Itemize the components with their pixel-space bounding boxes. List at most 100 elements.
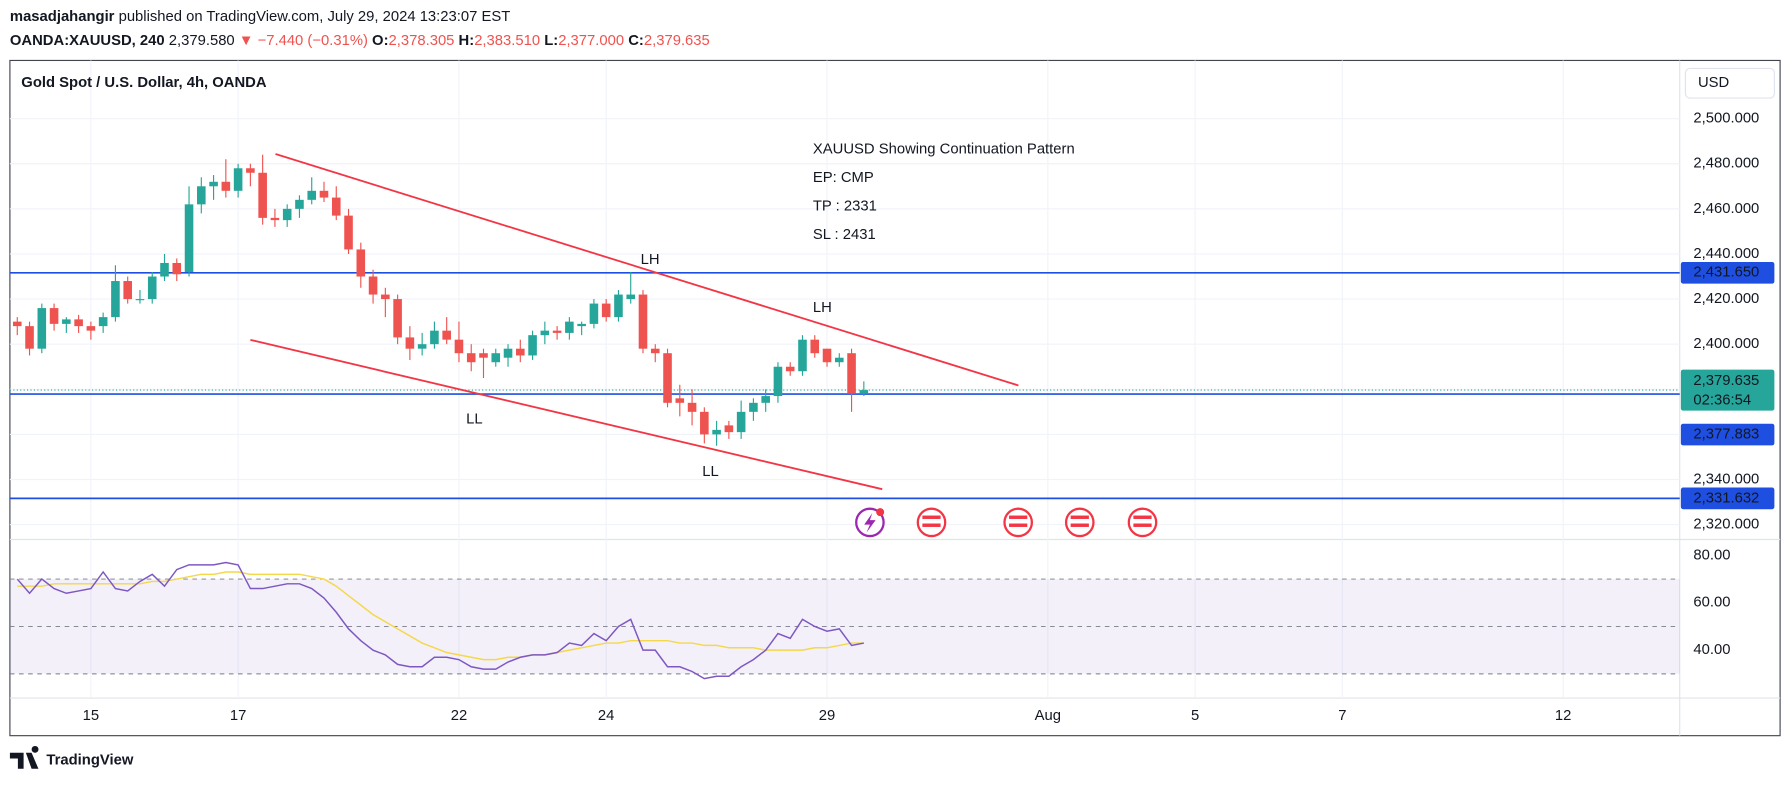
hline-price-label-box bbox=[1680, 487, 1775, 510]
candle-body bbox=[552, 330, 562, 333]
pivot-labels: LH LL LH LL bbox=[466, 252, 832, 480]
flag-stripe bbox=[1133, 523, 1152, 527]
candle-body bbox=[430, 330, 439, 345]
candle-body bbox=[724, 425, 734, 433]
event-icon[interactable] bbox=[1127, 507, 1158, 538]
candle-body bbox=[233, 168, 243, 191]
currency-button[interactable] bbox=[1684, 67, 1775, 99]
ohlc-value: 2,378.305 bbox=[389, 33, 455, 49]
x-tick-label: 12 bbox=[1555, 708, 1571, 724]
candle-body bbox=[442, 330, 451, 340]
candle-body bbox=[344, 215, 353, 250]
annotation: TP : 2331 bbox=[813, 198, 877, 214]
price: 2,379.580 bbox=[169, 33, 235, 49]
x-tick-label: 29 bbox=[819, 708, 835, 724]
candle-body bbox=[675, 398, 685, 403]
candle-body bbox=[798, 339, 807, 372]
y-tick-label: 2,420.000 bbox=[1693, 291, 1759, 307]
candle-body bbox=[834, 357, 844, 363]
event-icon[interactable] bbox=[1064, 507, 1095, 538]
hline-price-label: 2,377.883 bbox=[1693, 427, 1759, 443]
candle-body bbox=[565, 321, 574, 333]
candle-body bbox=[785, 366, 795, 372]
last-price-label: 2,379.635 bbox=[1693, 373, 1759, 389]
symbol-line: OANDA:XAUUSD, 240 2,379.580 ▼ −7.440 (−0… bbox=[10, 33, 710, 49]
y-tick-label: 2,340.000 bbox=[1693, 471, 1759, 487]
x-tick-label: 15 bbox=[83, 708, 99, 724]
chart-frame bbox=[9, 59, 1781, 737]
pivot-label: LL bbox=[702, 464, 718, 480]
candle-body bbox=[528, 335, 537, 356]
x-tick-label: 24 bbox=[598, 708, 614, 724]
hline-price-label: 2,331.632 bbox=[1693, 490, 1759, 506]
candle-body bbox=[111, 281, 120, 318]
hline-price-label: 2,431.650 bbox=[1693, 265, 1759, 281]
footer-logo: TradingView bbox=[9, 745, 134, 769]
currency[interactable]: USD bbox=[1698, 75, 1729, 91]
annotation: EP: CMP bbox=[813, 170, 874, 186]
candle-body bbox=[25, 326, 34, 349]
candle-body bbox=[503, 348, 513, 358]
candle-body bbox=[86, 326, 96, 331]
candle-body bbox=[700, 411, 709, 435]
ohlc-key: L: bbox=[544, 33, 558, 49]
candle-body bbox=[49, 308, 59, 324]
author: masadjahangir bbox=[10, 9, 115, 25]
candle-body bbox=[356, 249, 366, 277]
candle-body bbox=[822, 348, 832, 363]
flag-stripe bbox=[1070, 523, 1089, 527]
candle-body bbox=[37, 308, 47, 349]
candle-body bbox=[62, 319, 71, 324]
rsi-ma-line bbox=[17, 571, 864, 661]
candle-body bbox=[663, 353, 672, 403]
hline-price-label-box bbox=[1680, 261, 1775, 284]
candle-body bbox=[638, 294, 648, 349]
plot-layer: 1517222429Aug57122,320.0002,340.0002,360… bbox=[9, 60, 1775, 724]
candle-body bbox=[295, 199, 304, 209]
brand: TradingView bbox=[46, 753, 133, 769]
event-bolt bbox=[864, 513, 876, 533]
publish-line: masadjahangir published on TradingView.c… bbox=[10, 9, 510, 25]
candle-body bbox=[736, 411, 746, 433]
candle-body bbox=[650, 348, 660, 354]
candle-body bbox=[368, 276, 378, 295]
flag-stripe bbox=[1133, 515, 1152, 519]
candle-body bbox=[626, 294, 636, 300]
last-price-label-countdown: 02:36:54 bbox=[1693, 392, 1751, 408]
candle-body bbox=[749, 402, 758, 412]
candle-body bbox=[773, 366, 783, 397]
candle-body bbox=[197, 186, 206, 205]
rsi-tick-label: 60.00 bbox=[1693, 595, 1730, 611]
candle-body bbox=[172, 262, 182, 275]
candle-body bbox=[282, 208, 292, 221]
ohlc-key: H: bbox=[459, 33, 475, 49]
event-icon[interactable] bbox=[916, 507, 947, 538]
candle-body bbox=[331, 197, 341, 216]
symbol: OANDA:XAUUSD, 240 bbox=[10, 33, 165, 49]
event-icon[interactable] bbox=[1003, 507, 1034, 538]
candle-body bbox=[258, 172, 267, 218]
trend-line bbox=[250, 339, 883, 491]
hline-price-label-box bbox=[1680, 423, 1775, 446]
flag-stripe bbox=[1009, 515, 1028, 519]
ohlc-key: O: bbox=[372, 33, 388, 49]
candle-body bbox=[221, 181, 231, 191]
published: published on TradingView.com, July 29, 2… bbox=[119, 9, 511, 25]
candle-body bbox=[405, 337, 415, 349]
candle-body bbox=[393, 299, 402, 338]
candle-body bbox=[589, 303, 599, 324]
pivot-label: LL bbox=[466, 412, 482, 428]
candle-body bbox=[381, 294, 390, 300]
candle-body bbox=[160, 262, 169, 277]
annotation: XAUUSD Showing Continuation Pattern bbox=[813, 141, 1075, 157]
candle-body bbox=[577, 323, 586, 327]
ohlc-key: C: bbox=[628, 33, 644, 49]
rsi-tick-label: 80.00 bbox=[1693, 547, 1730, 563]
pivot-label: LH bbox=[641, 252, 660, 268]
candle-body bbox=[12, 321, 22, 327]
candle-body bbox=[209, 181, 218, 187]
flag-stripe bbox=[1070, 515, 1089, 519]
candle-body bbox=[810, 339, 820, 354]
pivot-label: LH bbox=[813, 300, 832, 316]
candle-body bbox=[859, 390, 869, 394]
